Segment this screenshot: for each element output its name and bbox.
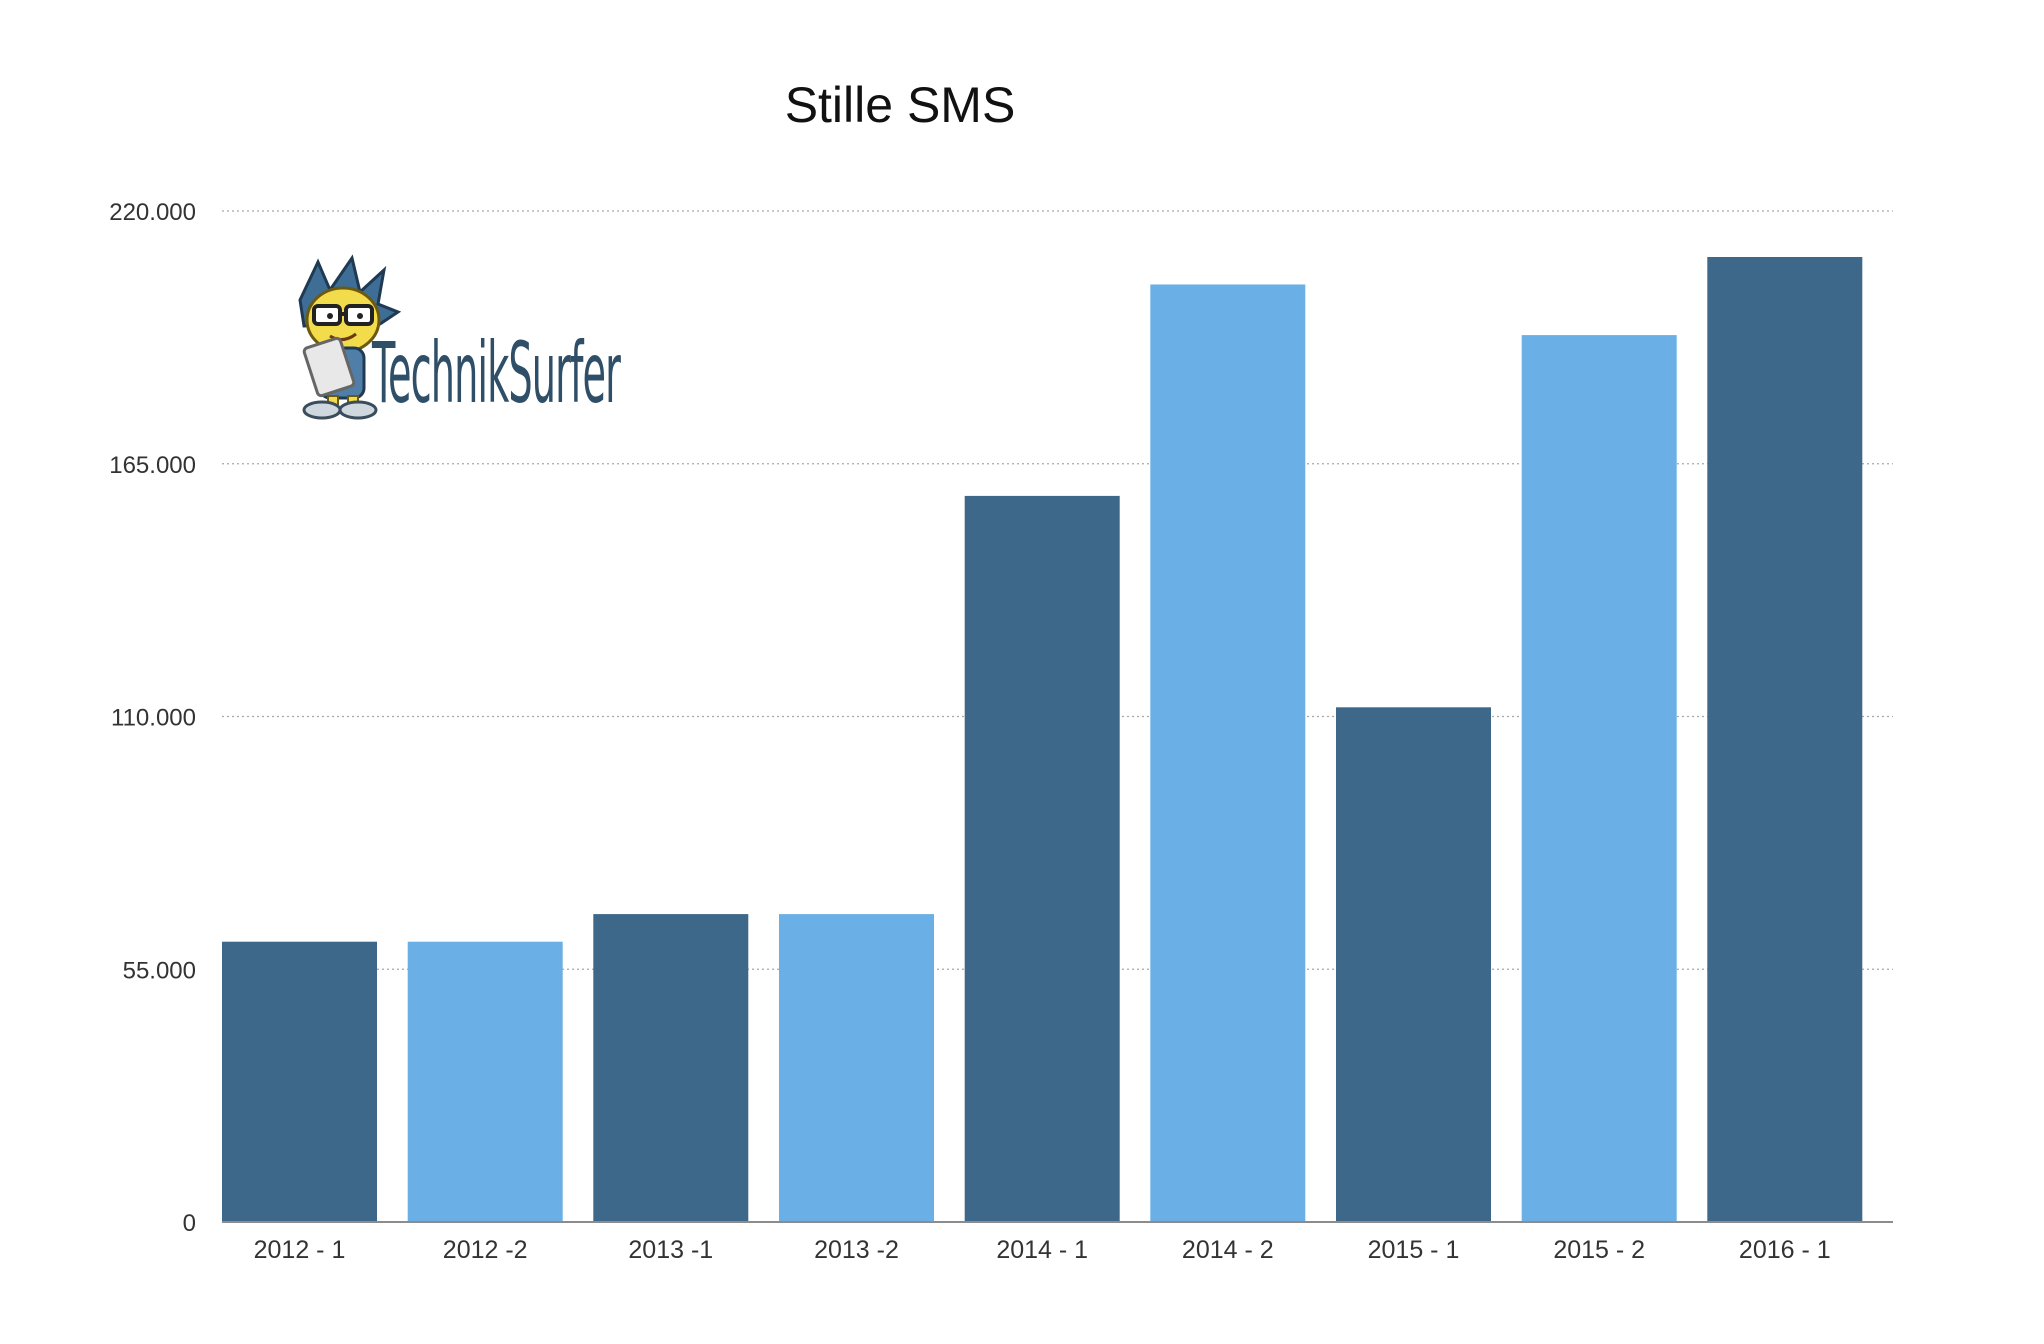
watermark-logo: TechnikSurfer [298,254,623,422]
watermark-text: TechnikSurfer [372,324,622,422]
bar [964,495,1120,1222]
y-tick-label: 165.000 [109,452,196,479]
y-tick-label: 0 [183,1210,196,1237]
x-axis-labels: 2012 - 1 2012 -2 2013 -1 2013 -2 2014 - 1 201… [254,1236,1831,1264]
x-tick-label: 2013 -2 [814,1236,899,1264]
y-tick-label: 55.000 [123,957,196,984]
cartoon-mascot-icon [298,254,402,420]
bar [593,914,749,1222]
bar [1336,707,1491,1222]
x-tick-label: 2015 - 1 [1368,1236,1460,1264]
bar [407,941,563,1222]
x-tick-label: 2012 -2 [443,1236,528,1264]
y-tick-label: 220.000 [109,199,196,226]
bar [1521,335,1677,1223]
bar [222,941,377,1222]
x-tick-label: 2013 -1 [628,1236,713,1264]
x-tick-label: 2014 - 1 [996,1236,1088,1264]
bar [1707,257,1863,1222]
chart-title: Stille SMS [785,77,1016,133]
x-tick-label: 2016 - 1 [1739,1236,1831,1264]
x-tick-label: 2014 - 2 [1182,1236,1274,1264]
x-tick-label: 2012 - 1 [254,1236,346,1264]
bars [222,257,1863,1223]
bar [779,914,934,1222]
y-axis-ticks: 0 55.000 110.000 165.000 220.000 [109,199,196,1237]
x-tick-label: 2015 - 2 [1553,1236,1645,1264]
bar [1150,284,1306,1222]
y-tick-label: 110.000 [111,705,196,732]
